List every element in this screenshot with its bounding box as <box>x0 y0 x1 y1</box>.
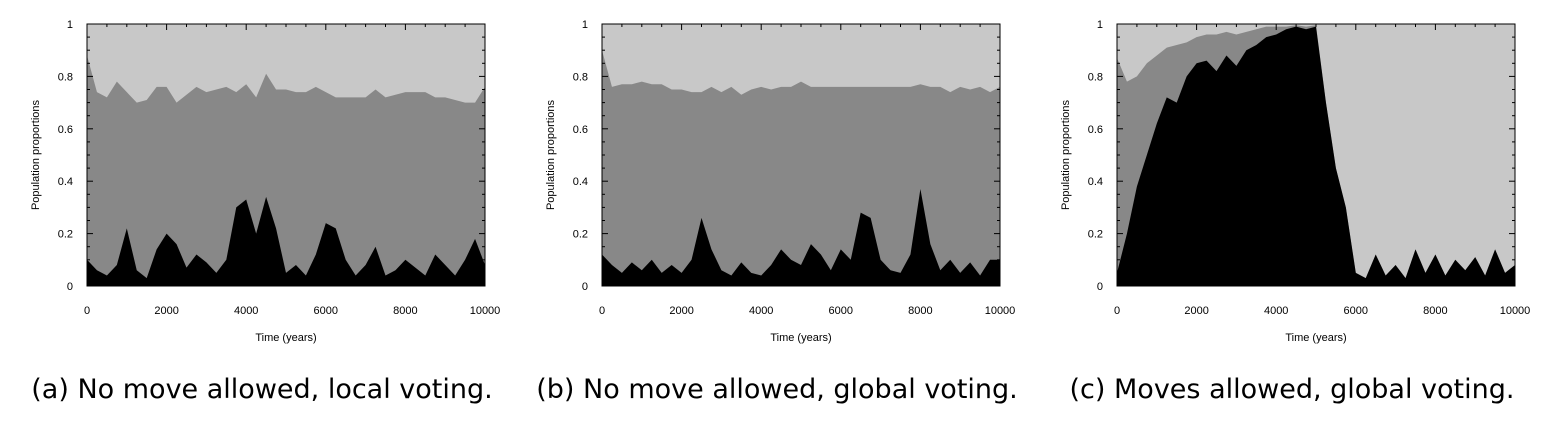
y-tick-label: 0.2 <box>58 229 73 241</box>
area-band-1 <box>87 55 485 286</box>
x-tick-label: 0 <box>1114 305 1120 317</box>
y-tick-label: 0.4 <box>1088 176 1103 188</box>
x-tick-label: 6000 <box>1344 305 1368 317</box>
y-tick-label: 0.8 <box>1088 71 1103 83</box>
y-tick-label: 0.4 <box>58 176 73 188</box>
y-tick-label: 0 <box>67 281 73 293</box>
chart-panel-2: 0 2000 4000 6000 8000 10000 0 0.2 0.4 0.6 0.8 1 Time… <box>1060 19 1530 405</box>
x-tick-label: 0 <box>599 305 605 317</box>
y-tick-label: 0.2 <box>1088 229 1103 241</box>
x-tick-label: 2000 <box>1184 305 1208 317</box>
x-tick-label: 4000 <box>1264 305 1288 317</box>
y-tick-label: 1 <box>1097 19 1103 31</box>
y-tick-label: 1 <box>582 19 588 31</box>
y-tick-label: 0.8 <box>58 71 73 83</box>
y-axis-label: Population proportions <box>1060 99 1072 210</box>
x-axis-label: Time (years) <box>1285 332 1346 344</box>
y-tick-label: 0 <box>582 281 588 293</box>
x-tick-label: 10000 <box>470 305 501 317</box>
area-band-0 <box>87 196 485 286</box>
x-axis-label: Time (years) <box>255 332 316 344</box>
x-tick-label: 10000 <box>985 305 1016 317</box>
y-tick-label: 0.4 <box>573 176 588 188</box>
x-tick-label: 6000 <box>314 305 338 317</box>
y-axis-label: Population proportions <box>30 99 42 210</box>
x-tick-label: 2000 <box>669 305 693 317</box>
x-tick-label: 10000 <box>1500 305 1531 317</box>
y-tick-label: 0.6 <box>1088 124 1103 136</box>
x-tick-label: 6000 <box>829 305 853 317</box>
area-band-0 <box>1117 26 1515 287</box>
x-tick-label: 2000 <box>154 305 178 317</box>
subfigure-caption: (b) No move allowed, global voting. <box>536 374 1018 405</box>
x-tick-label: 8000 <box>393 305 417 317</box>
y-tick-label: 0.2 <box>573 229 588 241</box>
y-tick-label: 0.6 <box>58 124 73 136</box>
x-tick-label: 8000 <box>908 305 932 317</box>
subfigure-caption: (a) No move allowed, local voting. <box>31 374 492 405</box>
area-band-0 <box>602 189 1000 286</box>
y-axis-label: Population proportions <box>545 99 557 210</box>
y-tick-label: 0.8 <box>573 71 588 83</box>
x-tick-label: 4000 <box>749 305 773 317</box>
subfigure-caption: (c) Moves allowed, global voting. <box>1070 374 1515 405</box>
x-tick-label: 8000 <box>1423 305 1447 317</box>
y-tick-label: 0 <box>1097 281 1103 293</box>
y-tick-label: 1 <box>67 19 73 31</box>
x-tick-label: 4000 <box>234 305 258 317</box>
y-tick-label: 0.6 <box>573 124 588 136</box>
chart-panel-0: 0 2000 4000 6000 8000 10000 0 0.2 0.4 0.6 0.8 1 Time… <box>30 19 500 405</box>
x-axis-label: Time (years) <box>770 332 831 344</box>
chart-panel-1: 0 2000 4000 6000 8000 10000 0 0.2 0.4 0.6 0.8 1 Time… <box>536 19 1018 405</box>
x-tick-label: 0 <box>84 305 90 317</box>
